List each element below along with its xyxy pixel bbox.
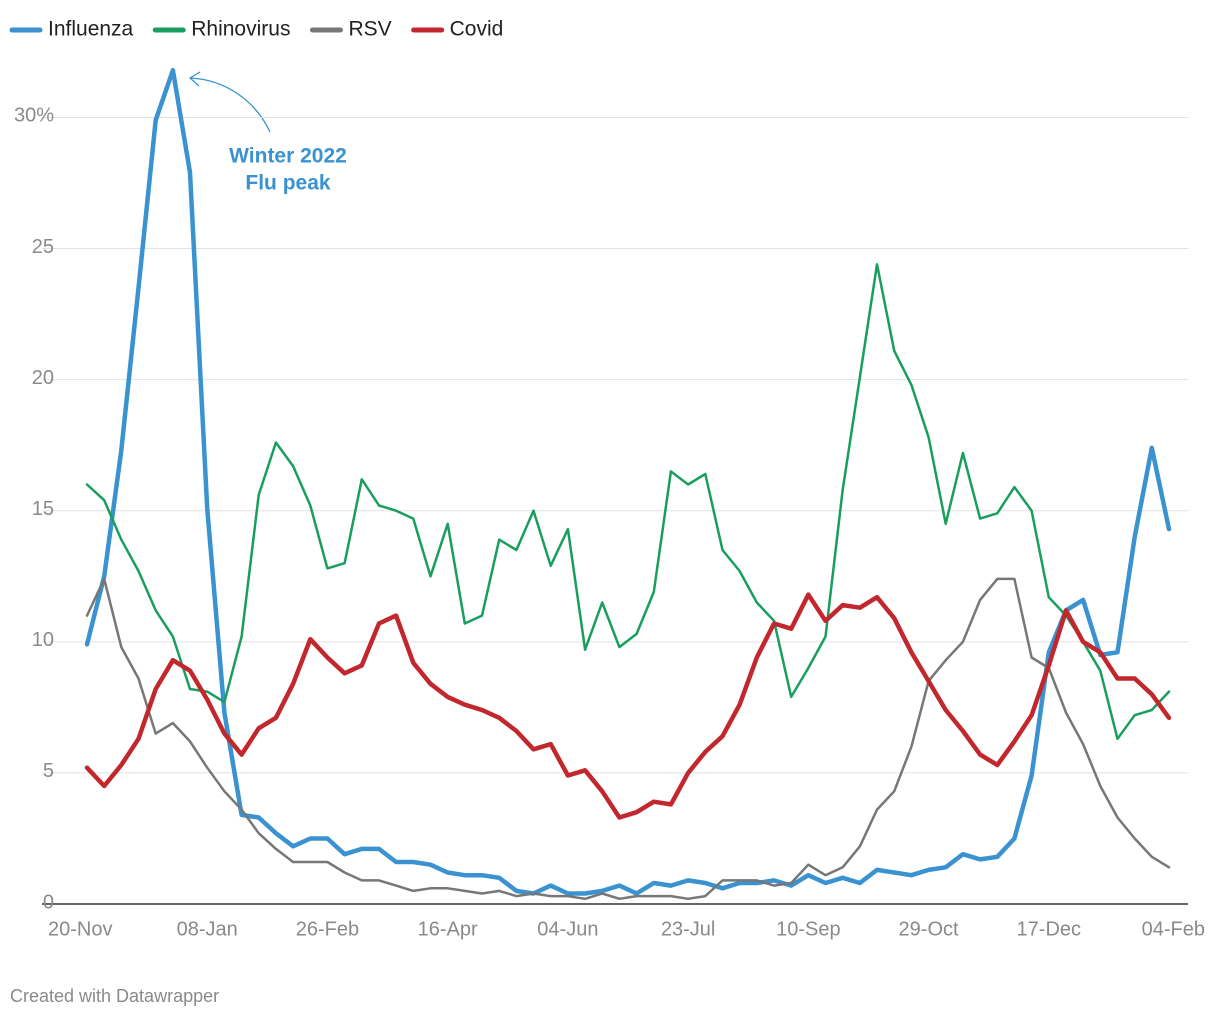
legend-label: RSV — [348, 18, 391, 41]
x-tick-label: 29-Oct — [899, 918, 959, 940]
x-tick-label: 17-Dec — [1017, 918, 1081, 940]
annotation: Winter 2022 — [229, 145, 347, 168]
y-tick-label: 25 — [32, 236, 54, 258]
x-tick-label: 10-Sep — [776, 918, 841, 940]
y-tick-label: 10 — [32, 629, 54, 651]
x-tick-label: 04-Jun — [537, 918, 598, 940]
legend-label: Influenza — [48, 18, 134, 41]
legend-label: Covid — [450, 18, 504, 41]
y-tick-label: 15 — [32, 498, 54, 520]
x-tick-label: 04-Feb — [1142, 918, 1205, 940]
series-line — [85, 577, 1171, 901]
y-tick-label: 5 — [43, 760, 54, 782]
annotation: Flu peak — [245, 172, 331, 195]
y-tick-label: 30% — [14, 105, 54, 127]
x-tick-label: 23-Jul — [661, 918, 715, 940]
x-tick-label: 08-Jan — [177, 918, 238, 940]
y-tick-label: 20 — [32, 367, 54, 389]
legend-label: Rhinovirus — [191, 18, 290, 41]
x-tick-label: 26-Feb — [296, 918, 359, 940]
series-line — [85, 263, 1171, 741]
annotation-arrowhead — [188, 71, 201, 87]
credit: Created with Datawrapper — [10, 986, 219, 1006]
series-line — [84, 67, 1172, 896]
annotation-arrow — [190, 77, 271, 133]
y-tick-label: 0 — [43, 891, 54, 913]
series-line — [84, 592, 1172, 820]
x-tick-label: 16-Apr — [418, 918, 478, 940]
x-tick-label: 20-Nov — [48, 918, 112, 940]
